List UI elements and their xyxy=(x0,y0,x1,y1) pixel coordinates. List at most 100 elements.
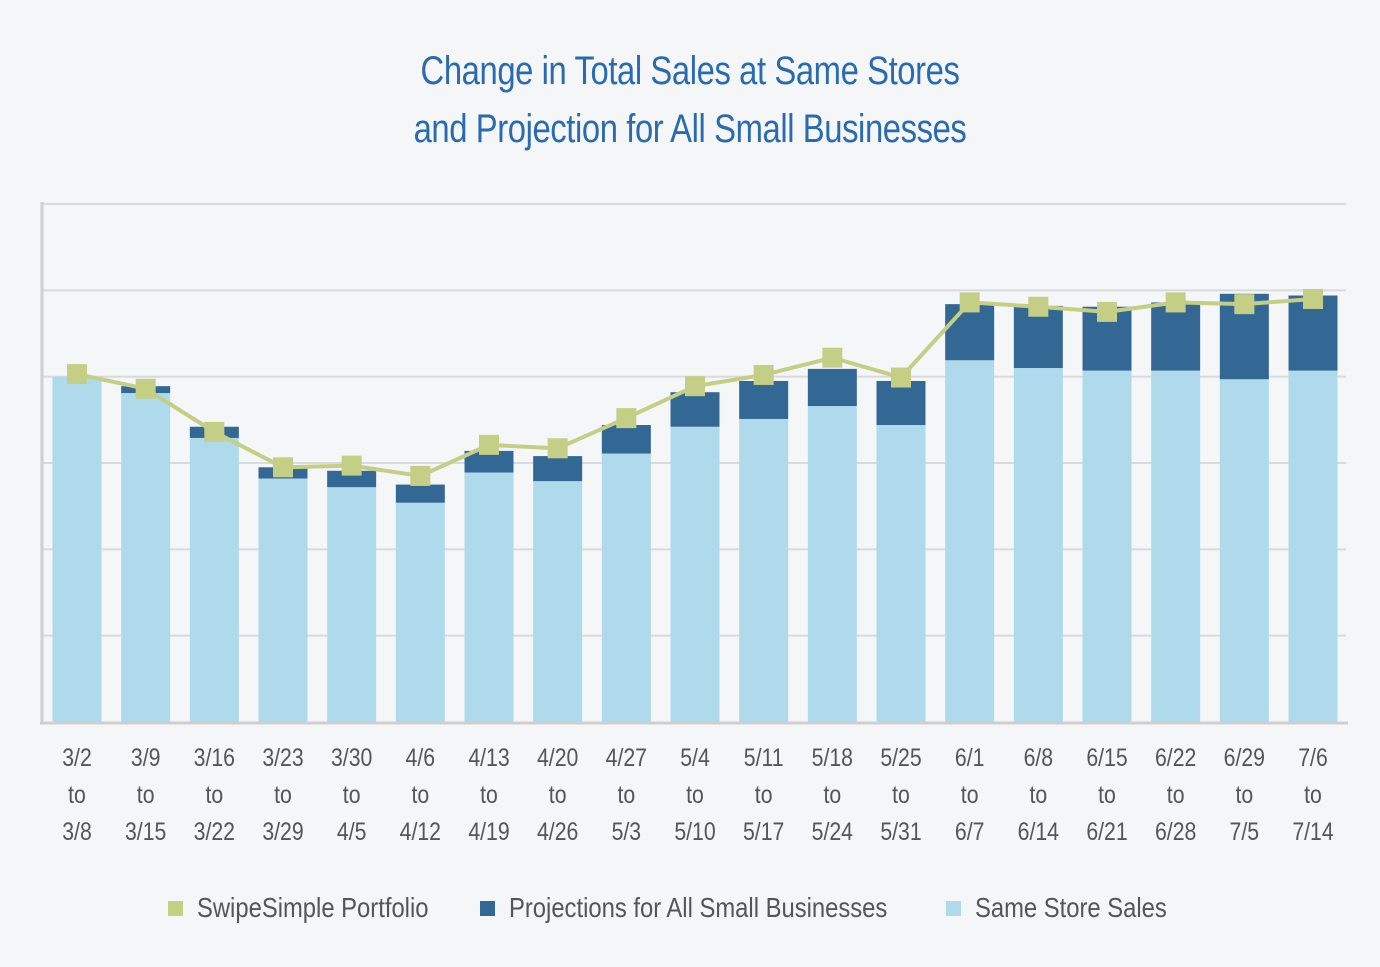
x-tick-label: 5/25 xyxy=(880,743,921,771)
chart-title-line-2: and Projection for All Small Businesses xyxy=(413,107,967,151)
x-tick-label: 5/24 xyxy=(812,817,853,845)
legend-item-projections: Projections for All Small Businesses xyxy=(480,892,954,924)
x-tick-label: 4/5 xyxy=(337,817,367,845)
x-tick-label: to xyxy=(1098,780,1116,808)
x-tick-label: 3/9 xyxy=(131,743,161,771)
bar-projections xyxy=(395,484,445,503)
legend-swatch-projections xyxy=(480,900,495,916)
x-tick-label: 6/7 xyxy=(955,817,985,845)
x-tick-label: to xyxy=(549,780,567,808)
x-tick-label: 3/30 xyxy=(331,743,372,771)
chart-plot: 3/2 to 3/8 3/9 to 3/15 3/16 to 3/22 3/23 to 3/29 3/3… xyxy=(40,202,1348,845)
x-tick-label: 7/6 xyxy=(1298,743,1328,771)
x-tick-label: 5/10 xyxy=(674,817,715,845)
portfolio-marker xyxy=(273,457,293,478)
portfolio-marker xyxy=(135,378,156,399)
legend-label-portfolio: SwipeSimple Portfolio xyxy=(197,892,429,923)
x-tick-label: 6/22 xyxy=(1155,743,1196,771)
portfolio-marker xyxy=(1165,292,1186,313)
portfolio-marker xyxy=(959,292,980,313)
bars xyxy=(52,293,1338,722)
x-tick-label: to xyxy=(686,780,704,808)
portfolio-marker xyxy=(479,434,499,455)
bar-same-store-sales xyxy=(807,406,857,722)
x-tick-label: to xyxy=(961,780,979,808)
bar-same-store-sales xyxy=(189,437,239,722)
portfolio-marker xyxy=(616,408,637,429)
chart-title: Change in Total Sales at Same Stores and… xyxy=(124,42,1256,158)
bar-same-store-sales xyxy=(601,453,651,722)
x-tick-label: to xyxy=(343,780,361,808)
bar-projections xyxy=(327,470,377,488)
x-tick-label: to xyxy=(892,780,910,808)
axes xyxy=(40,202,1348,725)
x-tick-label: to xyxy=(205,780,223,808)
legend-label-projections: Projections for All Small Businesses xyxy=(509,892,888,923)
x-tick-label: 5/4 xyxy=(680,743,710,771)
x-tick-label: 6/28 xyxy=(1155,817,1196,845)
bar-projections xyxy=(807,368,857,407)
x-tick-label: to xyxy=(274,780,292,808)
x-tick-label: 4/27 xyxy=(606,743,647,771)
legend-label-same-store: Same Store Sales xyxy=(975,892,1167,923)
x-tick-label: 6/14 xyxy=(1018,817,1059,845)
chart-title-line-1: Change in Total Sales at Same Stores xyxy=(420,49,960,93)
x-tick-label: to xyxy=(480,780,498,808)
portfolio-marker xyxy=(753,364,774,385)
bar-same-store-sales xyxy=(52,376,102,722)
bar-same-store-sales xyxy=(739,418,789,722)
x-tick-label: to xyxy=(823,780,841,808)
bar-projections xyxy=(876,380,926,426)
x-tick-label: 6/8 xyxy=(1024,743,1054,771)
x-tick-label: 5/3 xyxy=(612,817,642,845)
x-tick-label: 5/18 xyxy=(812,743,853,771)
x-tick-label: 5/17 xyxy=(743,817,784,845)
x-tick-label: 5/11 xyxy=(744,743,784,771)
portfolio-line-series xyxy=(67,288,1323,486)
legend-swatch-same-store xyxy=(946,900,961,916)
x-tick-label: 4/20 xyxy=(537,743,578,771)
x-axis-labels: 3/2 to 3/8 3/9 to 3/15 3/16 to 3/22 3/23 to 3/29 3/3… xyxy=(62,743,1334,845)
x-tick-label: 6/1 xyxy=(955,743,985,771)
x-tick-label: 3/16 xyxy=(194,743,235,771)
bar-same-store-sales xyxy=(1013,368,1063,722)
x-tick-label: to xyxy=(1029,780,1047,808)
bar-same-store-sales xyxy=(533,481,583,722)
x-tick-label: 3/8 xyxy=(62,817,92,845)
bar-same-store-sales xyxy=(258,478,308,722)
x-tick-label: to xyxy=(137,780,155,808)
portfolio-marker xyxy=(547,438,568,459)
portfolio-marker xyxy=(67,364,87,385)
portfolio-marker xyxy=(822,347,843,368)
bar-projections xyxy=(601,425,651,454)
x-tick-label: 5/31 xyxy=(880,817,921,845)
x-tick-label: 3/22 xyxy=(194,817,235,845)
x-tick-label: 6/29 xyxy=(1224,743,1265,771)
x-tick-label: 4/26 xyxy=(537,817,578,845)
x-tick-label: to xyxy=(68,780,86,808)
x-tick-label: 3/2 xyxy=(62,743,92,771)
x-tick-label: to xyxy=(1167,780,1185,808)
x-tick-label: 4/6 xyxy=(406,743,436,771)
bar-projections xyxy=(1151,302,1201,371)
x-tick-label: to xyxy=(1304,780,1322,808)
bar-same-store-sales xyxy=(945,360,995,722)
x-tick-label: 7/5 xyxy=(1230,817,1260,845)
bar-projections xyxy=(670,392,720,427)
x-tick-label: 6/21 xyxy=(1086,817,1127,845)
x-tick-label: to xyxy=(617,780,635,808)
legend: SwipeSimple Portfolio Projections for Al… xyxy=(0,892,1380,932)
bar-same-store-sales xyxy=(1288,370,1338,722)
bar-same-store-sales xyxy=(1082,370,1132,722)
bar-projections xyxy=(464,450,514,473)
x-tick-label: to xyxy=(411,780,429,808)
bar-projections xyxy=(533,456,583,482)
portfolio-marker xyxy=(891,367,911,388)
portfolio-marker xyxy=(1303,288,1323,309)
x-tick-label: 4/13 xyxy=(468,743,509,771)
bar-same-store-sales xyxy=(464,472,514,722)
portfolio-marker xyxy=(1028,296,1049,317)
bar-same-store-sales xyxy=(327,487,377,722)
x-tick-label: 4/19 xyxy=(468,817,509,845)
x-tick-label: to xyxy=(1235,780,1253,808)
